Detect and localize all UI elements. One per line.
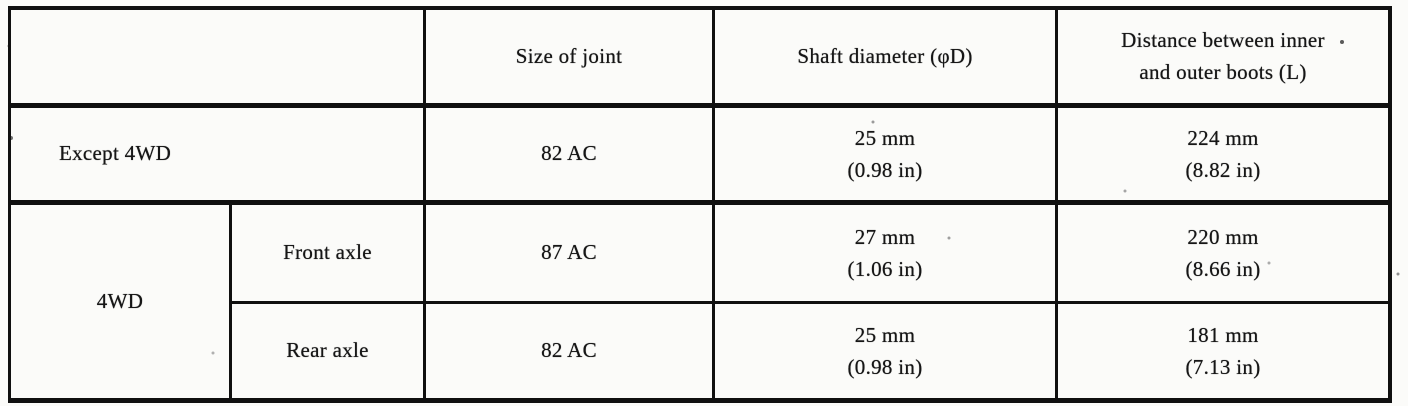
scan-noise-specks xyxy=(0,0,2,2)
shaft-mm-value: 25 mm xyxy=(854,322,916,347)
distance-in-value: (8.82 in) xyxy=(1185,157,1261,182)
cell-front-axle-shaft: 27 mm (1.06 in) xyxy=(712,200,1058,304)
cell-rear-axle-joint: 82 AC xyxy=(423,300,715,403)
cell-rear-axle-shaft: 25 mm (0.98 in) xyxy=(712,300,1058,403)
header-shaft-diameter: Shaft diameter (φD) xyxy=(712,6,1058,108)
cell-except-4wd-shaft: 25 mm (0.98 in) xyxy=(712,103,1058,205)
shaft-in-value: (0.98 in) xyxy=(847,157,923,182)
row-4wd-front-axle: 4WD Front axle 87 AC 27 mm (1.06 in) 220… xyxy=(8,200,1392,403)
header-distance-line2: and outer boots (L) xyxy=(1139,60,1307,85)
distance-mm-value: 224 mm xyxy=(1187,125,1259,150)
shaft-in-value: (0.98 in) xyxy=(847,354,923,379)
cell-rear-axle-distance: 181 mm (7.13 in) xyxy=(1055,300,1392,403)
header-empty-cell xyxy=(8,6,426,108)
row-4wd-rear-axle: Rear axle 82 AC 25 mm (0.98 in) 181 mm (… xyxy=(10,300,1392,403)
cell-except-4wd-label: Except 4WD xyxy=(8,103,426,205)
table-header-row: Size of joint Shaft diameter (φD) Distan… xyxy=(8,6,1392,108)
distance-mm-value: 220 mm xyxy=(1187,224,1259,249)
header-distance-line1: Distance between inner xyxy=(1121,28,1325,53)
cv-joint-spec-table: Size of joint Shaft diameter (φD) Distan… xyxy=(8,6,1392,403)
cell-rear-axle-label: Rear axle xyxy=(229,300,426,403)
cell-except-4wd-distance: 224 mm (8.82 in) xyxy=(1055,103,1392,205)
cell-4wd-group-label: 4WD xyxy=(8,200,232,403)
distance-mm-value: 181 mm xyxy=(1187,322,1259,347)
cell-except-4wd-joint: 82 AC xyxy=(423,103,715,205)
shaft-in-value: (1.06 in) xyxy=(847,256,923,281)
shaft-mm-value: 25 mm xyxy=(854,125,916,150)
shaft-mm-value: 27 mm xyxy=(854,224,916,249)
distance-in-value: (7.13 in) xyxy=(1185,354,1261,379)
cell-front-axle-joint: 87 AC xyxy=(423,200,715,304)
row-except-4wd: Except 4WD 82 AC 25 mm (0.98 in) 224 mm … xyxy=(8,103,1392,205)
cell-front-axle-distance: 220 mm (8.66 in) xyxy=(1055,200,1392,304)
header-distance-boots: Distance between inner and outer boots (… xyxy=(1055,6,1392,108)
cell-front-axle-label: Front axle xyxy=(229,200,426,304)
distance-in-value: (8.66 in) xyxy=(1185,256,1261,281)
header-size-of-joint: Size of joint xyxy=(423,6,715,108)
